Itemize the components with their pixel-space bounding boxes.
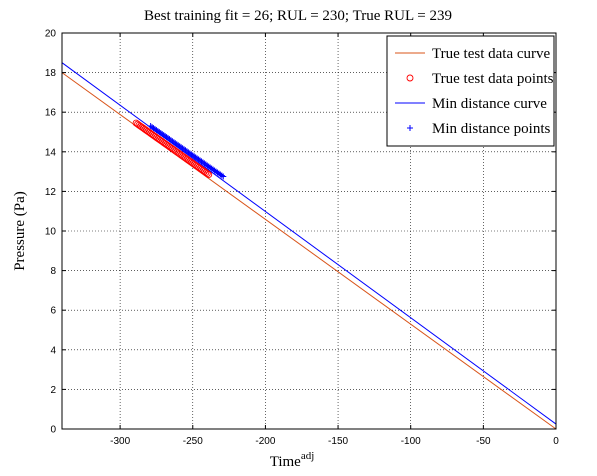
y-tick-label: 0 <box>50 425 56 436</box>
chart-title: Best training fit = 26; RUL = 230; True … <box>144 8 452 24</box>
x-tick-label: -200 <box>255 436 275 447</box>
y-tick-label: 4 <box>50 345 56 356</box>
scatter-series <box>147 123 227 180</box>
y-axis-label: Pressure (Pa) <box>12 191 28 271</box>
data-point <box>220 173 227 180</box>
y-tick-label: 14 <box>45 147 57 158</box>
x-axis-label-superscript: adj <box>301 450 314 462</box>
x-axis-label: Timeadj <box>270 450 315 470</box>
data-point <box>205 171 213 179</box>
series-layer <box>61 62 557 430</box>
y-tick-label: 8 <box>50 266 56 277</box>
x-axis-label-main: Time <box>270 454 301 470</box>
legend-label: True test data points <box>432 71 554 87</box>
legend-label: True test data curve <box>432 46 551 62</box>
x-tick-label: -50 <box>476 436 491 447</box>
x-tick-label: -250 <box>183 436 203 447</box>
x-tick-label: 0 <box>553 436 559 447</box>
legend-label: Min distance points <box>432 121 550 137</box>
series-line <box>61 62 557 425</box>
data-point <box>203 170 211 177</box>
ticks: -300 -250 -200 -150 -100 -50 0 0 2 4 6 8 10 12 14 16 18 2… <box>45 29 559 448</box>
legend-label: Min distance curve <box>432 96 547 112</box>
x-tick-label: -150 <box>328 436 348 447</box>
y-tick-label: 18 <box>45 68 57 79</box>
grid <box>62 33 556 429</box>
legend-swatch-marker <box>406 74 414 82</box>
y-tick-label: 20 <box>45 29 57 40</box>
x-tick-label: -300 <box>110 436 130 447</box>
data-point <box>218 172 225 179</box>
y-tick-label: 16 <box>45 108 57 119</box>
y-tick-label: 12 <box>45 187 57 198</box>
y-tick-label: 2 <box>50 385 56 396</box>
y-tick-label: 10 <box>45 227 57 238</box>
legend-swatch-marker <box>407 125 413 131</box>
scatter-series <box>132 119 213 179</box>
y-tick-label: 6 <box>50 306 56 317</box>
x-tick-label: -100 <box>401 436 421 447</box>
legend-box <box>386 35 555 147</box>
legend: True test data curve True test data point… <box>386 35 555 147</box>
